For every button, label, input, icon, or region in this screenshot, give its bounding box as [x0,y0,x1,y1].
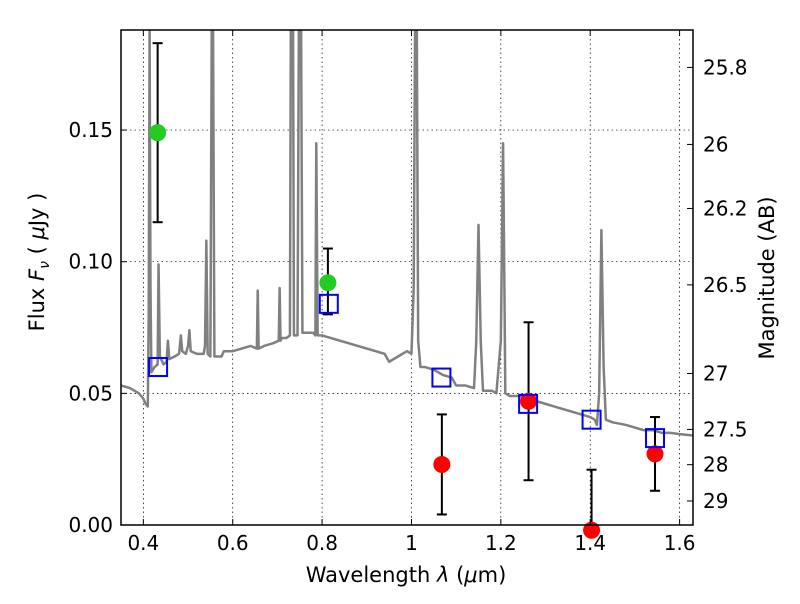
model-square-point [581,409,602,430]
x-tick-label: 0.8 [306,531,338,555]
x-axis-label: Wavelength λ (μm) [306,563,507,587]
y2-tick-label: 27.5 [703,417,748,441]
model-square-point [148,357,169,378]
y2-tick-label: 27 [703,361,728,385]
data-layer [121,30,693,437]
x-tick-label: 1.4 [574,531,606,555]
y-tick-label: 0.00 [68,513,113,537]
red-data-point [433,455,451,473]
y2-tick-label: 25.8 [703,55,748,79]
y2-tick-label: 26.5 [703,273,748,297]
y-tick-label: 0.10 [68,250,113,274]
green-data-point [149,124,167,142]
plot-frame [120,29,694,526]
y2-axis-label: Magnitude (AB) [755,196,779,359]
x-tick-label: 1.2 [485,531,517,555]
green-data-point [319,274,337,292]
x-tick-label: 0.6 [217,531,249,555]
model-square-point [645,428,666,449]
model-square-point [318,293,339,314]
x-tick-label: 1.6 [664,531,696,555]
y-tick-label: 0.05 [68,381,113,405]
model-square-point [518,393,539,414]
y2-tick-label: 26.2 [703,196,748,220]
x-tick-label: 1 [405,531,418,555]
y2-tick-label: 28 [703,453,728,477]
y-tick-label: 0.15 [68,118,113,142]
y2-tick-label: 26 [703,132,728,156]
x-tick-label: 0.4 [127,531,159,555]
model-square-point [431,367,452,388]
y-axis-label: Flux Fν ( μJy ) [25,193,53,332]
y2-tick-label: 29 [703,489,728,513]
axis-layer: 0.4 0.6 0.8 1 1.2 1.4 1.6 0.00 0.05 0.10 0.15 25.8 2… [68,30,748,555]
spectrum-line [121,30,693,437]
red-data-point [646,445,664,463]
marker-layer [148,42,666,539]
red-data-point [583,521,601,539]
